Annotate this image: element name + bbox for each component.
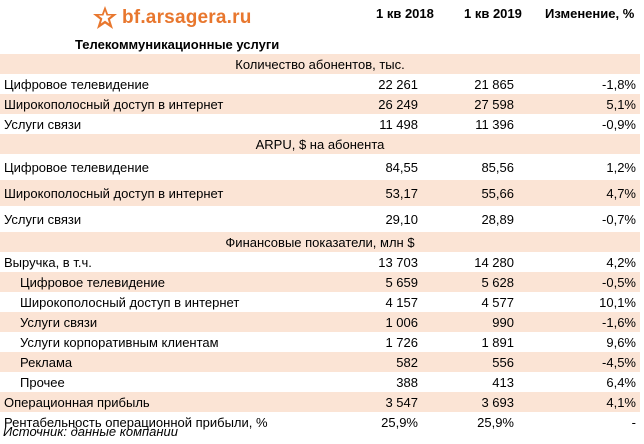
value-2019: 14 280 bbox=[474, 254, 514, 270]
change-value: 10,1% bbox=[599, 294, 636, 310]
table-row: Услуги связи 11 498 11 396 -0,9% bbox=[0, 114, 640, 134]
value-2018: 11 498 bbox=[379, 116, 418, 132]
section-header-arpu: ARPU, $ на абонента bbox=[0, 134, 640, 154]
change-value: 4,7% bbox=[518, 180, 640, 206]
value-2018: 84,55 bbox=[385, 159, 418, 175]
table-row: Широкополосный доступ в интернет 53,17 5… bbox=[0, 180, 640, 206]
column-header-q1-2019: 1 кв 2019 bbox=[464, 6, 522, 21]
value-2019: 85,56 bbox=[481, 159, 514, 175]
value-2018: 13 703 bbox=[378, 254, 418, 270]
data-table: Количество абонентов, тыс. Цифровое теле… bbox=[0, 54, 640, 432]
row-label: Услуги корпоративным клиентам bbox=[20, 334, 219, 350]
row-label: Прочее bbox=[20, 374, 65, 390]
value-2019: 556 bbox=[422, 352, 518, 372]
value-2019: 1 891 bbox=[481, 334, 514, 350]
table-row: Широкополосный доступ в интернет 4 157 4… bbox=[0, 292, 640, 312]
value-2018: 5 659 bbox=[330, 272, 422, 292]
row-label: Широкополосный доступ в интернет bbox=[0, 94, 330, 114]
change-value: 1,2% bbox=[606, 159, 636, 175]
value-2019: 25,9% bbox=[477, 414, 514, 430]
row-label: Цифровое телевидение bbox=[0, 272, 330, 292]
logo-text: bf.arsagera.ru bbox=[122, 7, 252, 28]
section-header-subscribers: Количество абонентов, тыс. bbox=[0, 54, 640, 74]
column-header-change: Изменение, % bbox=[545, 6, 635, 21]
value-2019: 4 577 bbox=[481, 294, 514, 310]
table-row: Цифровое телевидение 5 659 5 628 -0,5% bbox=[0, 272, 640, 292]
change-value: 4,2% bbox=[606, 254, 636, 270]
table-row: Прочее 388 413 6,4% bbox=[0, 372, 640, 392]
section-header-financials: Финансовые показатели, млн $ bbox=[0, 232, 640, 252]
star-emblem-icon bbox=[93, 6, 117, 29]
value-2018: 1 726 bbox=[385, 334, 418, 350]
row-label: Рентабельность операционной прибыли, % bbox=[4, 414, 268, 430]
row-label: Реклама bbox=[0, 352, 330, 372]
row-label: Широкополосный доступ в интернет bbox=[0, 180, 330, 206]
section-label: Финансовые показатели, млн $ bbox=[0, 232, 640, 252]
value-2018: 582 bbox=[330, 352, 422, 372]
change-value: 6,4% bbox=[606, 374, 636, 390]
section-label: ARPU, $ на абонента bbox=[0, 134, 640, 154]
value-2019: 55,66 bbox=[422, 180, 518, 206]
change-value: 4,1% bbox=[518, 392, 640, 412]
source-note: Источник: данные компании bbox=[3, 424, 179, 439]
value-2018: 25,9% bbox=[381, 414, 418, 430]
value-2019: 11 396 bbox=[475, 116, 514, 132]
value-2019: 27 598 bbox=[422, 94, 518, 114]
value-2018: 22 261 bbox=[378, 76, 418, 92]
row-label: Цифровое телевидение bbox=[4, 76, 149, 92]
value-2019: 413 bbox=[492, 374, 514, 390]
change-value: - bbox=[631, 414, 636, 430]
value-2019: 3 693 bbox=[422, 392, 518, 412]
value-2018: 26 249 bbox=[330, 94, 422, 114]
row-label: Выручка, в т.ч. bbox=[4, 254, 92, 270]
row-label: Операционная прибыль bbox=[0, 392, 330, 412]
column-header-q1-2018: 1 кв 2018 bbox=[376, 6, 434, 21]
row-label: Услуги связи bbox=[4, 211, 82, 227]
change-value: -0,9% bbox=[602, 116, 636, 132]
table-row: Широкополосный доступ в интернет 26 249 … bbox=[0, 94, 640, 114]
row-label: Услуги связи bbox=[0, 312, 330, 332]
value-2019: 5 628 bbox=[422, 272, 518, 292]
change-value: -1,8% bbox=[602, 76, 636, 92]
table-row: Услуги связи 29,10 28,89 -0,7% bbox=[0, 206, 640, 232]
table-row: Операционная прибыль 3 547 3 693 4,1% bbox=[0, 392, 640, 412]
table-row: Выручка, в т.ч. 13 703 14 280 4,2% bbox=[0, 252, 640, 272]
value-2018: 53,17 bbox=[330, 180, 422, 206]
value-2018: 4 157 bbox=[385, 294, 418, 310]
change-value: -1,6% bbox=[518, 312, 640, 332]
value-2019: 28,89 bbox=[481, 211, 514, 227]
value-2019: 21 865 bbox=[474, 76, 514, 92]
table-row: Услуги корпоративным клиентам 1 726 1 89… bbox=[0, 332, 640, 352]
value-2018: 29,10 bbox=[385, 211, 418, 227]
table-row: Цифровое телевидение 22 261 21 865 -1,8% bbox=[0, 74, 640, 94]
change-value: 5,1% bbox=[518, 94, 640, 114]
value-2019: 990 bbox=[422, 312, 518, 332]
row-label: Услуги связи bbox=[4, 116, 82, 132]
change-value: -4,5% bbox=[518, 352, 640, 372]
table-row: Рентабельность операционной прибыли, % 2… bbox=[0, 412, 640, 432]
section-label: Количество абонентов, тыс. bbox=[0, 54, 640, 74]
change-value: -0,5% bbox=[518, 272, 640, 292]
table-row: Цифровое телевидение 84,55 85,56 1,2% bbox=[0, 154, 640, 180]
table-row: Услуги связи 1 006 990 -1,6% bbox=[0, 312, 640, 332]
change-value: -0,7% bbox=[602, 211, 636, 227]
value-2018: 1 006 bbox=[330, 312, 422, 332]
value-2018: 388 bbox=[396, 374, 418, 390]
table-title: Телекоммуникационные услуги bbox=[75, 37, 280, 52]
value-2018: 3 547 bbox=[330, 392, 422, 412]
table-row: Реклама 582 556 -4,5% bbox=[0, 352, 640, 372]
row-label: Цифровое телевидение bbox=[4, 159, 149, 175]
logo: bf.arsagera.ru bbox=[92, 4, 252, 32]
change-value: 9,6% bbox=[606, 334, 636, 350]
row-label: Широкополосный доступ в интернет bbox=[20, 294, 240, 310]
